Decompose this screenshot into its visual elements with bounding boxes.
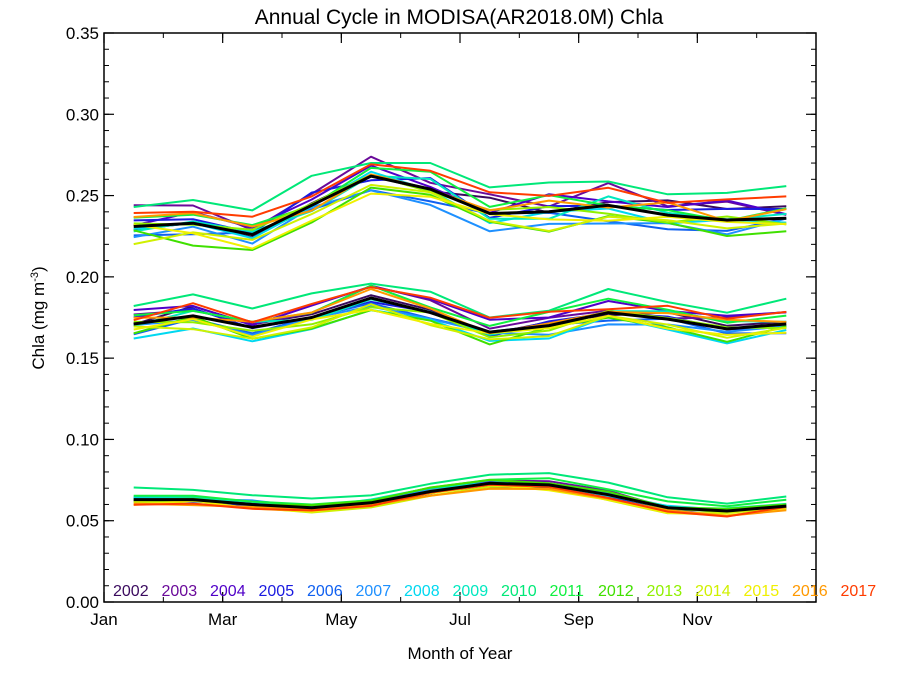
- series-2013: [133, 173, 787, 514]
- legend-entry-2002: 2002: [113, 583, 149, 600]
- series-line-2014-group-2: [133, 303, 787, 341]
- series-line-2017-group-1: [133, 163, 787, 218]
- series-2012: [133, 186, 787, 510]
- series-2016: [133, 173, 787, 517]
- mean-layer: [133, 174, 787, 513]
- x-tick-label: May: [325, 610, 358, 629]
- legend-entry-2015: 2015: [744, 583, 780, 600]
- series-line-2014-group-1: [133, 183, 787, 246]
- series-line-2010-group-1: [133, 162, 787, 212]
- series-2002: [133, 174, 787, 512]
- series-2015: [133, 192, 787, 517]
- x-axis: Jan Mar May Jul Sep Nov: [90, 33, 817, 629]
- series-line-2015-group-1: [133, 192, 787, 250]
- mean-line-group-3: [133, 481, 787, 513]
- y-tick-label: 0.15: [66, 349, 99, 368]
- legend-entry-2006: 2006: [307, 583, 343, 600]
- y-tick-label: 0.30: [66, 105, 99, 124]
- y-axis: 0.00 0.05 0.10 0.15 0.20 0.25 0.30 0.35: [66, 24, 816, 612]
- legend-entry-2007: 2007: [356, 583, 392, 600]
- legend-entry-2013: 2013: [647, 583, 683, 600]
- mean-line-group-2: [133, 296, 787, 334]
- series-line-2010-group-3: [133, 472, 787, 505]
- y-tick-label: 0.35: [66, 24, 99, 43]
- x-tick-label: Mar: [208, 610, 238, 629]
- legend: 2002 2003 2004 2005 2006 2007 2008 2009 2010 2011…: [113, 583, 876, 600]
- series-line-2016-group-3: [133, 487, 787, 517]
- x-tick-label: Sep: [564, 610, 594, 629]
- legend-entry-2003: 2003: [162, 583, 198, 600]
- series-layer: [133, 155, 787, 518]
- series-line-2008-group-2: [133, 308, 787, 345]
- legend-entry-2004: 2004: [210, 583, 246, 600]
- series-2010: [133, 162, 787, 505]
- y-axis-label-superscript: -3: [29, 272, 41, 282]
- legend-entry-2009: 2009: [453, 583, 489, 600]
- y-tick-label: 0.10: [66, 430, 99, 449]
- series-line-2010-group-2: [133, 282, 787, 319]
- y-tick-label: 0.25: [66, 187, 99, 206]
- y-tick-label: 0.20: [66, 268, 99, 287]
- y-tick-label: 0.00: [66, 593, 99, 612]
- legend-entry-2014: 2014: [695, 583, 731, 600]
- legend-entry-2012: 2012: [598, 583, 634, 600]
- series-2007: [133, 189, 787, 512]
- legend-entry-2010: 2010: [501, 583, 537, 600]
- series-line-2015-group-2: [133, 308, 787, 338]
- legend-entry-2016: 2016: [792, 583, 828, 600]
- x-tick-label: Nov: [682, 610, 713, 629]
- series-line-2017-group-2: [133, 286, 787, 324]
- y-axis-label-close: ): [29, 266, 48, 272]
- series-2009: [133, 174, 787, 510]
- series-2014: [133, 183, 787, 515]
- y-tick-label: 0.05: [66, 512, 99, 531]
- legend-entry-2008: 2008: [404, 583, 440, 600]
- legend-entry-2005: 2005: [259, 583, 295, 600]
- y-axis-label: Chla (mg m-3): [29, 266, 48, 369]
- x-axis-label: Month of Year: [408, 644, 513, 663]
- mean-line-group-1: [133, 174, 787, 237]
- y-axis-label-text: Chla (mg m: [29, 282, 48, 370]
- chart-title: Annual Cycle in MODISA(AR2018.0M) Chla: [255, 6, 664, 29]
- legend-entry-2017: 2017: [841, 583, 877, 600]
- legend-entry-2011: 2011: [550, 583, 585, 600]
- x-tick-label: Jul: [449, 610, 471, 629]
- series-line-2012-group-1: [133, 186, 787, 251]
- x-tick-label: Jan: [90, 610, 117, 629]
